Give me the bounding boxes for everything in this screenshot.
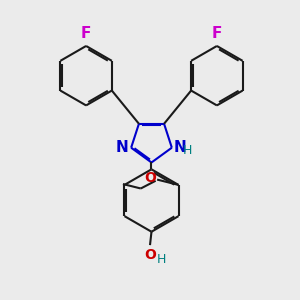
Text: F: F (212, 26, 222, 40)
Text: N: N (116, 140, 128, 155)
Text: O: O (144, 171, 156, 185)
Text: H: H (157, 253, 166, 266)
Text: F: F (81, 26, 91, 40)
Text: H: H (183, 144, 193, 157)
Text: O: O (144, 248, 156, 262)
Text: N: N (173, 140, 186, 154)
